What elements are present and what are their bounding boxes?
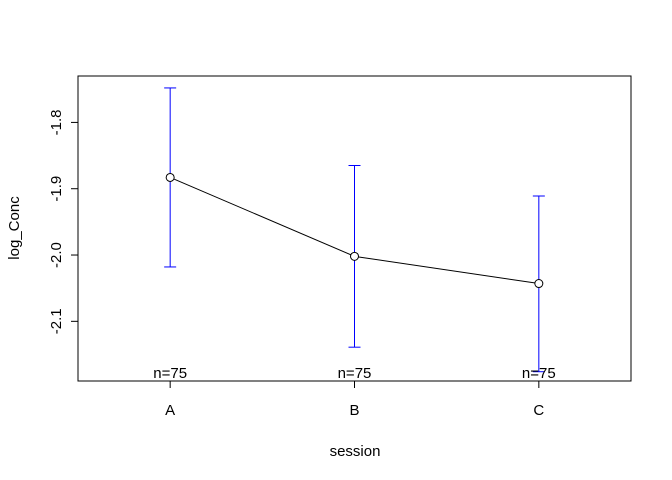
x-tick-label: A: [165, 402, 175, 419]
error-bars: [164, 87, 545, 373]
y-tick-label: -1.8: [48, 109, 65, 135]
n-label: n=75: [153, 365, 187, 382]
n-label: n=75: [338, 365, 372, 382]
n-label: n=75: [522, 365, 556, 382]
data-point: [350, 251, 359, 261]
x-tick-label: C: [533, 402, 544, 419]
y-tick-label: -2.1: [48, 308, 65, 334]
data-points: [165, 172, 544, 289]
y-axis-title: log_Conc: [6, 196, 23, 260]
x-axis: A B C: [165, 380, 544, 419]
y-axis: -1.8 -1.9 -2.0 -2.1: [48, 109, 79, 334]
y-tick-label: -2.0: [48, 242, 65, 268]
data-point: [165, 172, 175, 182]
y-tick-label: -1.9: [48, 176, 65, 202]
x-tick-label: B: [349, 402, 359, 419]
data-point: [534, 279, 544, 289]
x-axis-title: session: [330, 443, 381, 460]
n-labels: n=75 n=75 n=75: [153, 365, 555, 382]
